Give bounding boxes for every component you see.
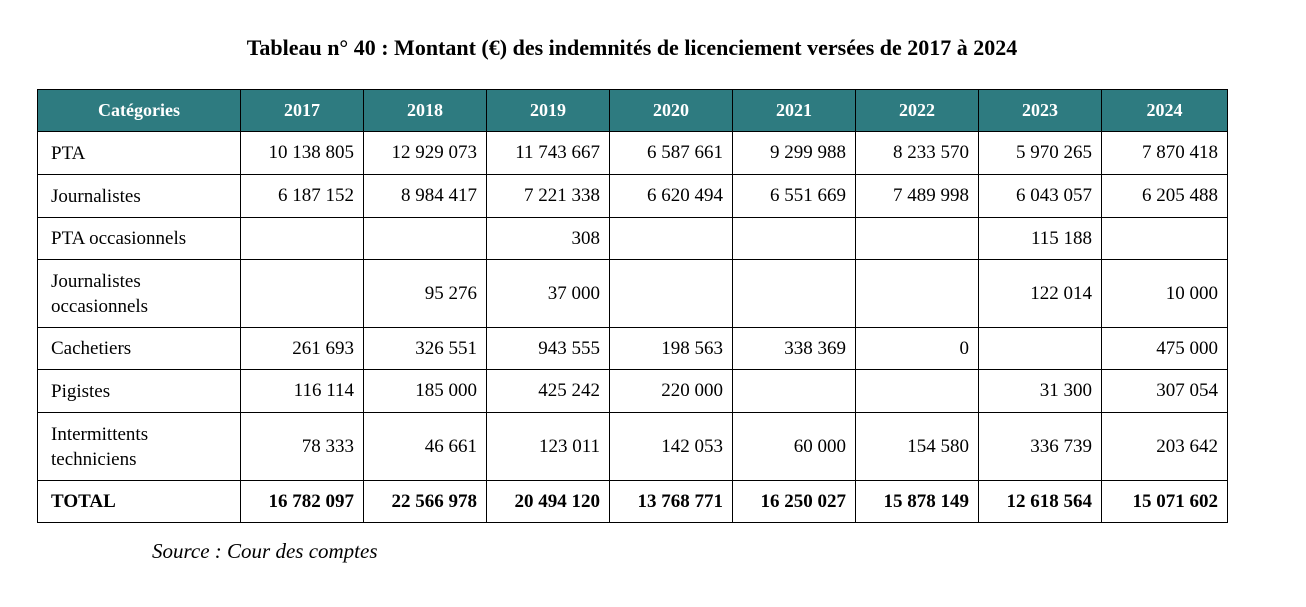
value-cell: 95 276 — [363, 259, 487, 328]
row-category-cell: PTA occasionnels — [37, 217, 241, 260]
total-value-cell: 13 768 771 — [609, 480, 733, 523]
value-cell: 154 580 — [855, 412, 979, 481]
row-category-cell: PTA — [37, 131, 241, 175]
table-row: Pigistes 116 114 185 000 425 242 220 000… — [37, 369, 1228, 413]
value-cell — [855, 259, 979, 328]
value-cell: 338 369 — [732, 327, 856, 370]
value-cell: 6 587 661 — [609, 131, 733, 175]
value-cell — [855, 369, 979, 413]
value-cell: 185 000 — [363, 369, 487, 413]
row-category-cell: Journalistes occasionnels — [37, 259, 241, 328]
table-title: Tableau n° 40 : Montant (€) des indemnit… — [246, 35, 1018, 60]
header-cell-2019: 2019 — [486, 89, 610, 132]
value-cell: 308 — [486, 217, 610, 260]
value-cell: 6 187 152 — [240, 174, 364, 218]
value-cell — [732, 369, 856, 413]
value-cell: 5 970 265 — [978, 131, 1102, 175]
value-cell — [240, 217, 364, 260]
value-cell: 203 642 — [1101, 412, 1228, 481]
total-value-cell: 16 782 097 — [240, 480, 364, 523]
value-cell: 8 984 417 — [363, 174, 487, 218]
table-row: PTA 10 138 805 12 929 073 11 743 667 6 5… — [37, 131, 1228, 175]
total-value-cell: 16 250 027 — [732, 480, 856, 523]
header-cell-2023: 2023 — [978, 89, 1102, 132]
table-row: Journalistes 6 187 152 8 984 417 7 221 3… — [37, 174, 1228, 218]
value-cell: 943 555 — [486, 327, 610, 370]
total-row: TOTAL 16 782 097 22 566 978 20 494 120 1… — [37, 480, 1228, 523]
value-cell: 9 299 988 — [732, 131, 856, 175]
value-cell: 10 138 805 — [240, 131, 364, 175]
value-cell: 122 014 — [978, 259, 1102, 328]
row-category-cell: Cachetiers — [37, 327, 241, 370]
total-value-cell: 22 566 978 — [363, 480, 487, 523]
value-cell: 6 043 057 — [978, 174, 1102, 218]
value-cell — [240, 259, 364, 328]
value-cell — [855, 217, 979, 260]
value-cell: 7 870 418 — [1101, 131, 1228, 175]
value-cell: 6 205 488 — [1101, 174, 1228, 218]
indemnities-table: Catégories 2017 2018 2019 2020 2021 2022… — [37, 89, 1228, 523]
value-cell: 8 233 570 — [855, 131, 979, 175]
value-cell: 7 221 338 — [486, 174, 610, 218]
value-cell: 198 563 — [609, 327, 733, 370]
value-cell: 7 489 998 — [855, 174, 979, 218]
table-row: Intermittents techniciens 78 333 46 661 … — [37, 412, 1228, 481]
value-cell: 261 693 — [240, 327, 364, 370]
value-cell: 31 300 — [978, 369, 1102, 413]
table-row: Cachetiers 261 693 326 551 943 555 198 5… — [37, 327, 1228, 370]
total-value-cell: 20 494 120 — [486, 480, 610, 523]
value-cell: 10 000 — [1101, 259, 1228, 328]
total-value-cell: 15 071 602 — [1101, 480, 1228, 523]
value-cell — [1101, 217, 1228, 260]
value-cell: 425 242 — [486, 369, 610, 413]
value-cell — [363, 217, 487, 260]
value-cell: 326 551 — [363, 327, 487, 370]
value-cell — [609, 217, 733, 260]
row-category-cell: Pigistes — [37, 369, 241, 413]
row-category-cell: Journalistes — [37, 174, 241, 218]
value-cell: 78 333 — [240, 412, 364, 481]
total-value-cell: 12 618 564 — [978, 480, 1102, 523]
value-cell — [609, 259, 733, 328]
header-cell-2018: 2018 — [363, 89, 487, 132]
value-cell: 116 114 — [240, 369, 364, 413]
total-label-cell: TOTAL — [37, 480, 241, 523]
header-cell-2021: 2021 — [732, 89, 856, 132]
value-cell: 307 054 — [1101, 369, 1228, 413]
value-cell: 37 000 — [486, 259, 610, 328]
value-cell: 115 188 — [978, 217, 1102, 260]
value-cell: 123 011 — [486, 412, 610, 481]
value-cell — [732, 217, 856, 260]
value-cell: 12 929 073 — [363, 131, 487, 175]
value-cell: 60 000 — [732, 412, 856, 481]
value-cell: 220 000 — [609, 369, 733, 413]
value-cell: 336 739 — [978, 412, 1102, 481]
source-note: Source : Cour des comptes — [152, 539, 378, 563]
value-cell: 0 — [855, 327, 979, 370]
value-cell: 6 551 669 — [732, 174, 856, 218]
total-value-cell: 15 878 149 — [855, 480, 979, 523]
header-cell-2022: 2022 — [855, 89, 979, 132]
table-row: Journalistes occasionnels 95 276 37 000 … — [37, 259, 1228, 328]
header-cell-categories: Catégories — [37, 89, 241, 132]
value-cell: 142 053 — [609, 412, 733, 481]
value-cell — [732, 259, 856, 328]
header-cell-2017: 2017 — [240, 89, 364, 132]
value-cell: 475 000 — [1101, 327, 1228, 370]
value-cell — [978, 327, 1102, 370]
header-cell-2024: 2024 — [1101, 89, 1228, 132]
row-category-cell: Intermittents techniciens — [37, 412, 241, 481]
value-cell: 46 661 — [363, 412, 487, 481]
header-cell-2020: 2020 — [609, 89, 733, 132]
value-cell: 11 743 667 — [486, 131, 610, 175]
header-row: Catégories 2017 2018 2019 2020 2021 2022… — [37, 89, 1228, 132]
table-row: PTA occasionnels 308 115 188 — [37, 217, 1228, 260]
value-cell: 6 620 494 — [609, 174, 733, 218]
